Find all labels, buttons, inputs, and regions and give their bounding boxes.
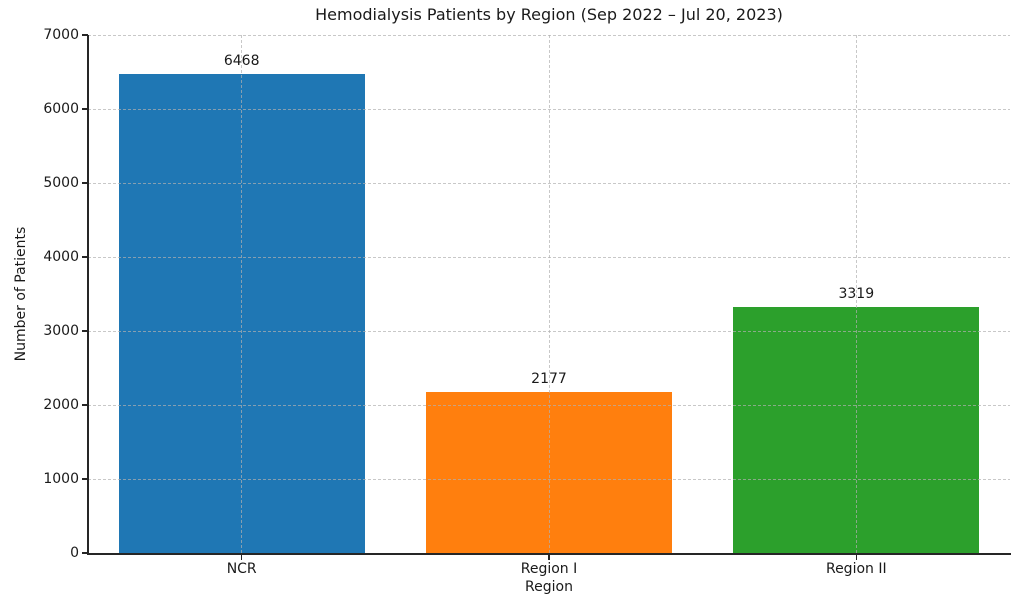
bars-layer <box>88 35 1010 553</box>
xtick-mark-region-ii <box>855 554 857 560</box>
ytick-label-5000: 5000 <box>43 175 79 191</box>
ytick-label-0: 0 <box>70 545 79 561</box>
ytick-label-2000: 2000 <box>43 397 79 413</box>
ytick-mark-4000 <box>82 256 88 258</box>
bar-region-ii <box>733 307 980 553</box>
xtick-mark-region-i <box>548 554 550 560</box>
ytick-mark-5000 <box>82 182 88 184</box>
xtick-label-region-i: Region I <box>520 561 578 577</box>
ytick-mark-7000 <box>82 34 88 36</box>
ytick-mark-1000 <box>82 478 88 480</box>
ytick-label-7000: 7000 <box>43 27 79 43</box>
ytick-mark-6000 <box>82 108 88 110</box>
chart-title: Hemodialysis Patients by Region (Sep 202… <box>315 5 783 24</box>
ytick-mark-0 <box>82 552 88 554</box>
ytick-label-4000: 4000 <box>43 249 79 265</box>
y-axis-spine <box>87 35 89 554</box>
xtick-label-ncr: NCR <box>226 561 257 577</box>
ytick-label-3000: 3000 <box>43 323 79 339</box>
plot-area: 6468 2177 3319 <box>88 34 1010 553</box>
ytick-mark-3000 <box>82 330 88 332</box>
x-axis-spine <box>87 553 1011 555</box>
xtick-mark-ncr <box>241 554 243 560</box>
bar-ncr <box>118 74 365 553</box>
xtick-label-region-ii: Region II <box>825 561 887 577</box>
bar-region-i <box>426 391 672 553</box>
ytick-label-1000: 1000 <box>43 471 79 487</box>
x-axis-label: Region <box>525 579 573 595</box>
ytick-mark-2000 <box>82 404 88 406</box>
ytick-label-6000: 6000 <box>43 101 79 117</box>
